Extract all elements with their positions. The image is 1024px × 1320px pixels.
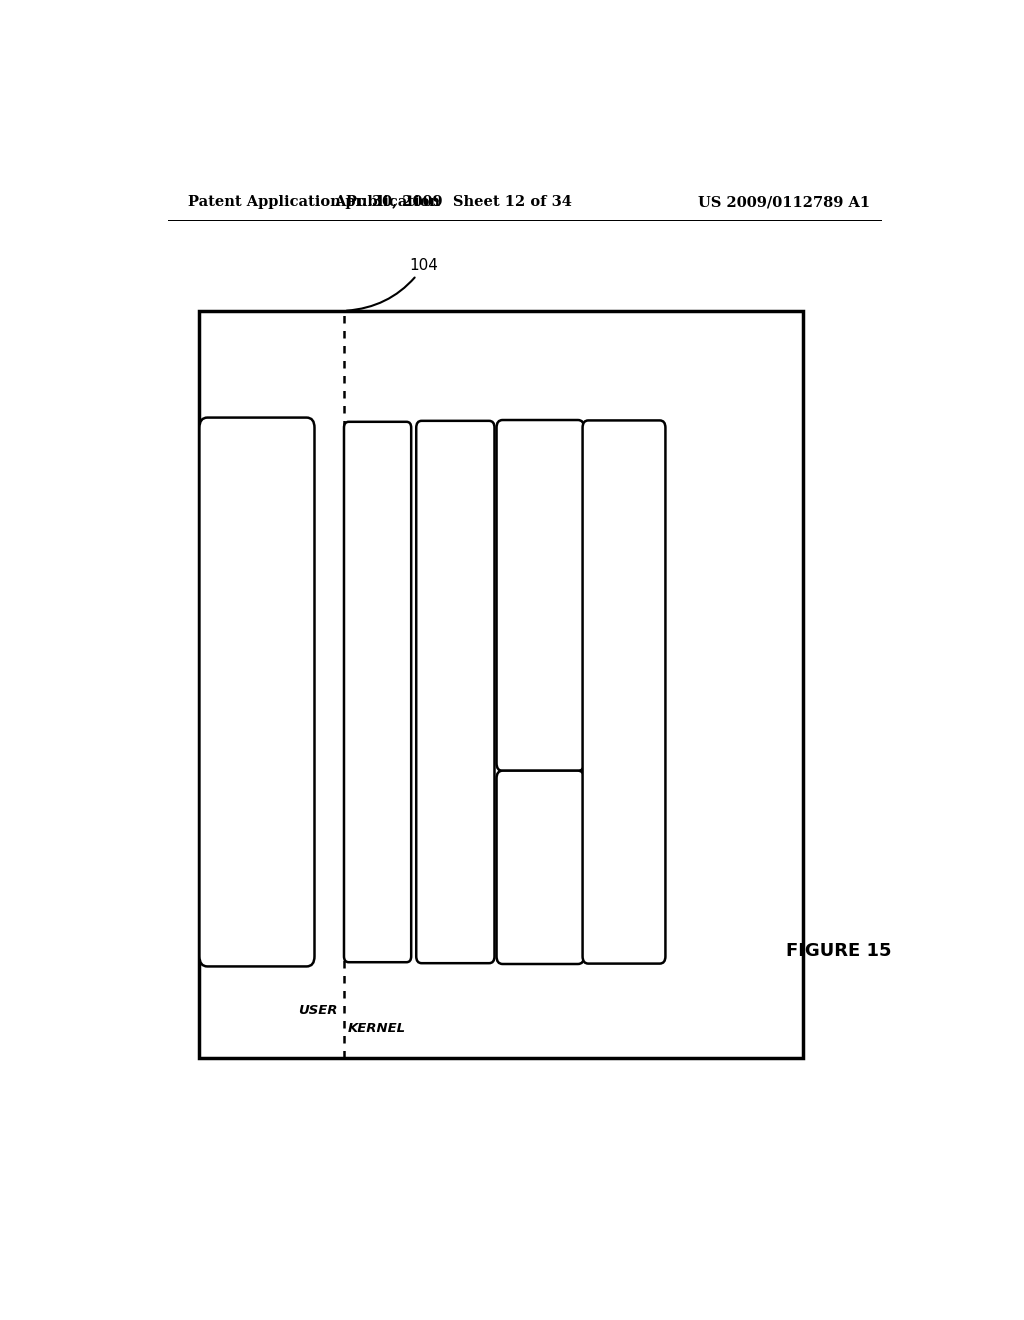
Text: 104: 104: [347, 257, 438, 310]
Text: FIGURE 15: FIGURE 15: [785, 942, 891, 960]
FancyBboxPatch shape: [200, 417, 314, 966]
Text: FILE NAME SERVICES: FILE NAME SERVICES: [449, 614, 462, 771]
Text: Patent Application Publication: Patent Application Publication: [187, 195, 439, 209]
Text: US 2009/0112789 A1: US 2009/0112789 A1: [698, 195, 870, 209]
FancyBboxPatch shape: [200, 312, 803, 1057]
FancyBboxPatch shape: [583, 421, 666, 964]
FancyBboxPatch shape: [344, 422, 412, 962]
FancyBboxPatch shape: [497, 771, 584, 964]
Text: COMMUNICATION INTERFACE: COMMUNICATION INTERFACE: [617, 585, 631, 800]
Text: Apr. 30, 2009  Sheet 12 of 34: Apr. 30, 2009 Sheet 12 of 34: [335, 195, 572, 209]
Text: VFS: VFS: [371, 677, 384, 706]
Text: USER: USER: [298, 1005, 338, 1018]
FancyBboxPatch shape: [416, 421, 495, 964]
FancyBboxPatch shape: [497, 420, 584, 771]
Text: APPLICATION: APPLICATION: [251, 643, 263, 742]
Text: KERNEL: KERNEL: [348, 1022, 406, 1035]
Text: LAYOUT
MANAGER: LAYOUT MANAGER: [525, 558, 555, 634]
Text: KERNEL I/O
DRIVERS: KERNEL I/O DRIVERS: [525, 825, 555, 909]
